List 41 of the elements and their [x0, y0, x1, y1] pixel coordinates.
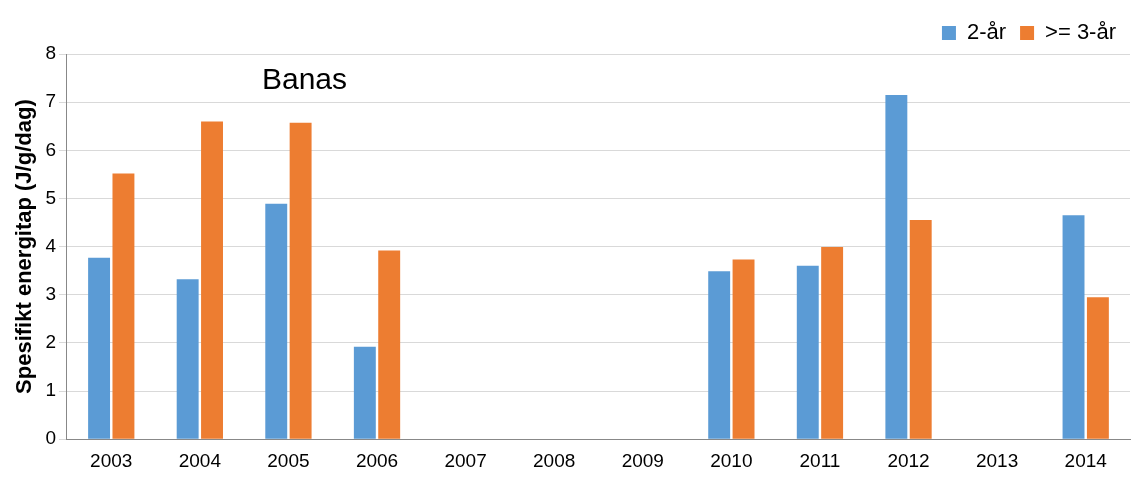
bar: [201, 121, 223, 439]
bar: [176, 279, 199, 439]
x-tick-label: 2004: [178, 449, 222, 471]
bar: [1062, 215, 1085, 439]
y-tick-label: 8: [45, 42, 56, 64]
y-tick-label: 5: [45, 186, 56, 208]
chart-title: Banas: [261, 62, 348, 96]
bar: [885, 94, 908, 439]
bar: [265, 203, 288, 439]
y-tick-label: 3: [45, 282, 56, 304]
bar: [353, 346, 376, 439]
bar: [378, 250, 401, 439]
y-tick-label: 2: [45, 331, 56, 353]
x-tick-label: 2003: [90, 449, 133, 471]
x-tick-label: 2010: [710, 449, 753, 471]
x-tick-label: 2009: [621, 449, 664, 471]
x-tick-label: 2012: [887, 449, 930, 471]
bar: [112, 173, 135, 439]
bar: [88, 257, 111, 439]
x-tick-label: 2011: [799, 449, 841, 471]
bar: [289, 122, 312, 439]
x-tick-label: 2005: [267, 449, 310, 471]
x-tick-label: 2007: [444, 449, 487, 471]
y-tick-label: 6: [45, 138, 56, 160]
bar: [821, 247, 844, 439]
x-tick-label: 2006: [355, 449, 399, 471]
x-tick-label: 2013: [975, 449, 1019, 471]
y-tick-label: 1: [45, 379, 56, 401]
y-axis-title: Spesifikt energitap (J/g/dag): [11, 99, 37, 394]
legend-label: 2-år: [966, 19, 1007, 45]
bar: [732, 259, 755, 439]
legend-label: >= 3-år: [1045, 19, 1117, 45]
bar: [1086, 297, 1109, 439]
y-tick-label: 4: [45, 234, 57, 256]
y-tick-label: 7: [45, 90, 56, 112]
x-tick-label: 2014: [1064, 449, 1108, 471]
bar: [796, 265, 819, 439]
bar: [708, 271, 731, 439]
y-tick-label: 0: [45, 427, 56, 449]
x-tick-label: 2008: [533, 449, 576, 471]
bar: [909, 220, 932, 439]
